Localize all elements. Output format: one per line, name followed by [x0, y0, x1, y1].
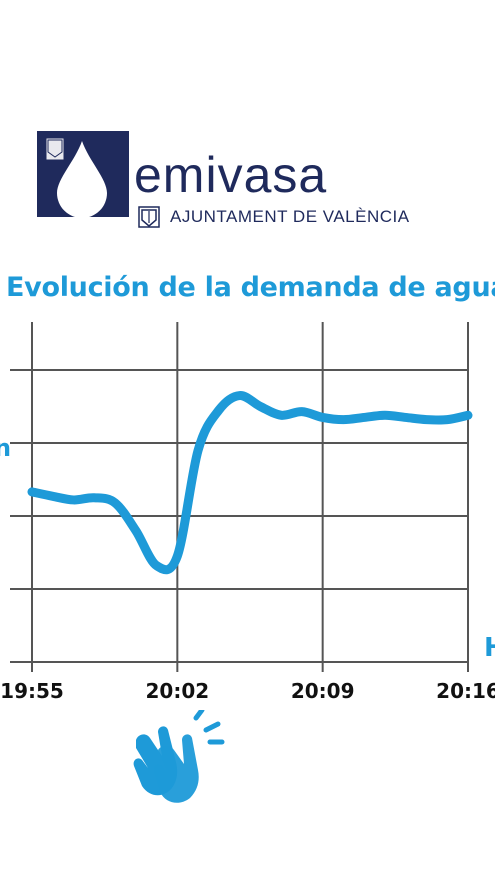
x-axis-label: H [484, 633, 495, 663]
clapping-hands-icon [133, 710, 225, 803]
x-tick-label: 20:09 [291, 679, 355, 703]
chart-title: Evolución de la demanda de agua [6, 272, 495, 303]
city-seal-icon [138, 206, 160, 228]
x-tick-label: 19:55 [0, 679, 64, 703]
brand-subtitle-row: AJUNTAMENT DE VALÈNCIA [136, 204, 410, 230]
series-line [27, 391, 473, 575]
x-tick-label: 20:16 [436, 679, 495, 703]
brand-subtitle: AJUNTAMENT DE VALÈNCIA [170, 207, 410, 226]
y-axis-label-fragment: n [0, 434, 11, 462]
emivasa-logo-mark [37, 131, 129, 217]
brand-name: emivasa [134, 147, 328, 203]
x-tick-label: 20:02 [145, 679, 209, 703]
